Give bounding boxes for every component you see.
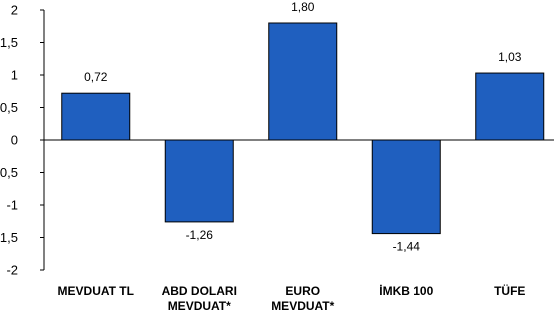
bar — [164, 139, 234, 223]
category-label: EURO — [285, 284, 320, 298]
bar — [371, 139, 441, 235]
data-label: 0,72 — [84, 70, 108, 84]
bar — [61, 92, 131, 141]
category-label: MEVDUAT* — [168, 299, 231, 313]
y-tick-label: 1 — [11, 68, 18, 83]
data-label: 1,80 — [291, 0, 315, 14]
y-tick-label: 0,5 — [0, 100, 18, 115]
y-tick-label: 0 — [11, 133, 18, 148]
y-tick-label: 2 — [11, 3, 18, 18]
y-tick-label: -1 — [6, 198, 18, 213]
category-label: ABD DOLARI — [162, 284, 237, 298]
bars — [61, 22, 545, 235]
category-label: MEVDUAT TL — [58, 284, 134, 298]
y-tick-label: -1,5 — [0, 230, 18, 245]
y-tick-label: 1,5 — [0, 35, 18, 50]
bar — [268, 22, 338, 141]
data-label: 1,03 — [498, 50, 522, 64]
value-labels: 0,72 -1,26 1,80 -1,44 1,03 — [84, 0, 522, 254]
category-label: TÜFE — [494, 283, 525, 298]
category-labels: MEVDUAT TL ABD DOLARIMEVDUAT*EUROMEVDUAT*… — [58, 283, 526, 313]
y-tick-label: -2 — [6, 263, 18, 278]
category-label: İMKB 100 — [379, 283, 433, 298]
data-label: -1,26 — [186, 228, 214, 242]
y-tick-label: -0,5 — [0, 165, 18, 180]
y-ticks: 2 1,5 1 0,5 0 -0,5 -1 -1,5 -2 — [0, 3, 44, 278]
category-label: MEVDUAT* — [271, 299, 334, 313]
data-label: -1,44 — [393, 240, 421, 254]
bar — [475, 72, 545, 141]
